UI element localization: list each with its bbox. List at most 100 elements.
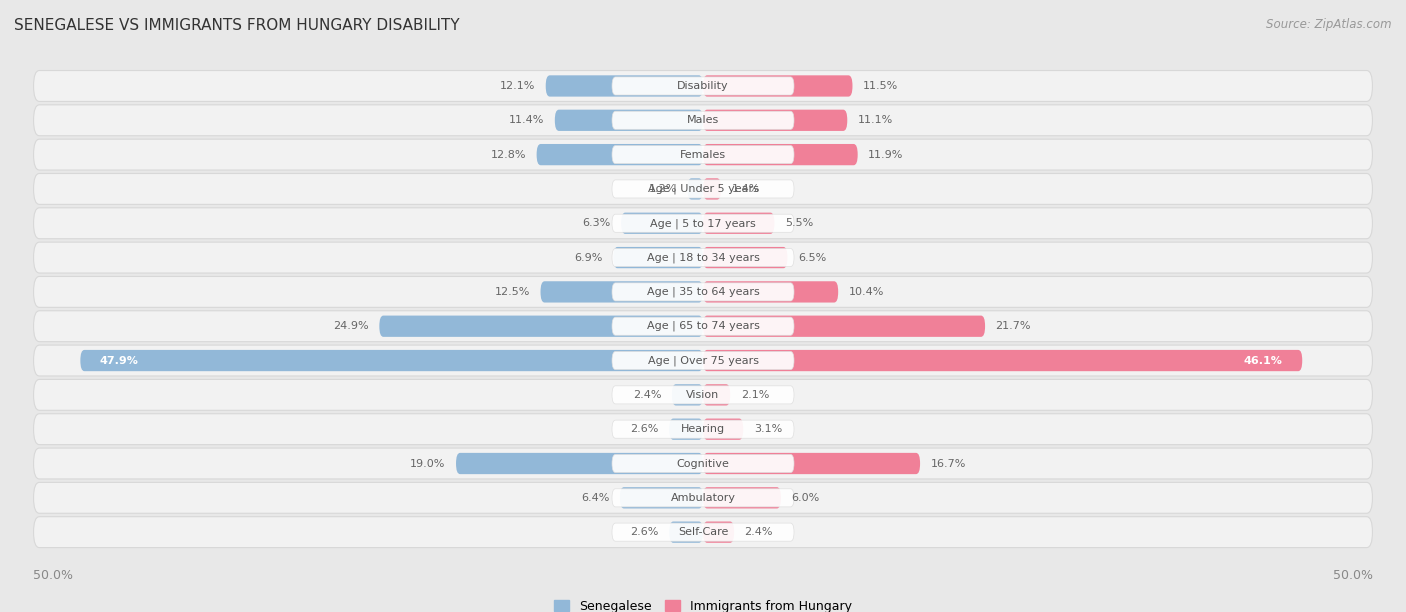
Text: 47.9%: 47.9% [100,356,139,365]
Text: 6.4%: 6.4% [581,493,609,503]
FancyBboxPatch shape [537,144,703,165]
Text: Source: ZipAtlas.com: Source: ZipAtlas.com [1267,18,1392,31]
Text: 12.1%: 12.1% [501,81,536,91]
FancyBboxPatch shape [703,212,775,234]
Text: 11.4%: 11.4% [509,115,544,125]
FancyBboxPatch shape [34,277,1372,307]
FancyBboxPatch shape [703,453,920,474]
Text: 19.0%: 19.0% [411,458,446,469]
Text: 2.4%: 2.4% [633,390,661,400]
Text: 2.1%: 2.1% [741,390,769,400]
FancyBboxPatch shape [380,316,703,337]
Text: 6.5%: 6.5% [797,253,827,263]
Text: 2.6%: 2.6% [630,424,659,434]
Text: 46.1%: 46.1% [1244,356,1282,365]
FancyBboxPatch shape [612,317,794,335]
Text: Vision: Vision [686,390,720,400]
FancyBboxPatch shape [34,448,1372,479]
Text: 24.9%: 24.9% [333,321,368,331]
Text: Cognitive: Cognitive [676,458,730,469]
Text: 1.2%: 1.2% [648,184,678,194]
Text: Disability: Disability [678,81,728,91]
FancyBboxPatch shape [688,178,703,200]
Text: 12.5%: 12.5% [495,287,530,297]
Text: Females: Females [681,149,725,160]
FancyBboxPatch shape [703,419,744,440]
FancyBboxPatch shape [34,517,1372,548]
FancyBboxPatch shape [34,482,1372,513]
FancyBboxPatch shape [620,487,703,509]
Text: 10.4%: 10.4% [849,287,884,297]
Text: SENEGALESE VS IMMIGRANTS FROM HUNGARY DISABILITY: SENEGALESE VS IMMIGRANTS FROM HUNGARY DI… [14,18,460,34]
Text: 11.9%: 11.9% [868,149,904,160]
FancyBboxPatch shape [612,77,794,95]
FancyBboxPatch shape [703,282,838,302]
Text: Self-Care: Self-Care [678,527,728,537]
Text: 6.9%: 6.9% [575,253,603,263]
Text: 12.8%: 12.8% [491,149,526,160]
FancyBboxPatch shape [612,386,794,404]
Text: 21.7%: 21.7% [995,321,1031,331]
FancyBboxPatch shape [703,384,730,406]
FancyBboxPatch shape [546,75,703,97]
FancyBboxPatch shape [703,75,852,97]
FancyBboxPatch shape [34,311,1372,341]
FancyBboxPatch shape [621,212,703,234]
FancyBboxPatch shape [612,283,794,301]
FancyBboxPatch shape [34,70,1372,102]
FancyBboxPatch shape [555,110,703,131]
FancyBboxPatch shape [34,208,1372,239]
FancyBboxPatch shape [34,379,1372,410]
Text: Age | Under 5 years: Age | Under 5 years [648,184,758,194]
FancyBboxPatch shape [672,384,703,406]
FancyBboxPatch shape [703,110,848,131]
Text: 16.7%: 16.7% [931,458,966,469]
Text: 5.5%: 5.5% [785,218,813,228]
FancyBboxPatch shape [34,414,1372,445]
FancyBboxPatch shape [456,453,703,474]
Text: 2.6%: 2.6% [630,527,659,537]
Text: Ambulatory: Ambulatory [671,493,735,503]
Text: 11.5%: 11.5% [863,81,898,91]
FancyBboxPatch shape [34,242,1372,273]
FancyBboxPatch shape [612,111,794,129]
FancyBboxPatch shape [612,248,794,267]
FancyBboxPatch shape [612,214,794,233]
FancyBboxPatch shape [540,282,703,302]
Text: 6.3%: 6.3% [582,218,610,228]
FancyBboxPatch shape [80,350,703,371]
Text: Age | 65 to 74 years: Age | 65 to 74 years [647,321,759,332]
FancyBboxPatch shape [703,487,780,509]
FancyBboxPatch shape [612,455,794,472]
FancyBboxPatch shape [613,247,703,268]
Text: Males: Males [688,115,718,125]
FancyBboxPatch shape [612,351,794,370]
Text: Age | 35 to 64 years: Age | 35 to 64 years [647,286,759,297]
FancyBboxPatch shape [612,420,794,438]
FancyBboxPatch shape [703,144,858,165]
FancyBboxPatch shape [669,419,703,440]
FancyBboxPatch shape [612,180,794,198]
Text: Age | 5 to 17 years: Age | 5 to 17 years [650,218,756,228]
Text: Hearing: Hearing [681,424,725,434]
Legend: Senegalese, Immigrants from Hungary: Senegalese, Immigrants from Hungary [550,595,856,612]
Text: 3.1%: 3.1% [754,424,782,434]
Text: 11.1%: 11.1% [858,115,893,125]
FancyBboxPatch shape [703,350,1302,371]
Text: 6.0%: 6.0% [792,493,820,503]
FancyBboxPatch shape [612,489,794,507]
FancyBboxPatch shape [703,178,721,200]
FancyBboxPatch shape [612,523,794,541]
FancyBboxPatch shape [34,105,1372,136]
Text: Age | Over 75 years: Age | Over 75 years [648,356,758,366]
FancyBboxPatch shape [703,316,986,337]
Text: 1.4%: 1.4% [731,184,761,194]
FancyBboxPatch shape [34,139,1372,170]
FancyBboxPatch shape [612,146,794,163]
Text: Age | 18 to 34 years: Age | 18 to 34 years [647,252,759,263]
FancyBboxPatch shape [703,521,734,543]
Text: 2.4%: 2.4% [745,527,773,537]
FancyBboxPatch shape [703,247,787,268]
FancyBboxPatch shape [34,345,1372,376]
FancyBboxPatch shape [669,521,703,543]
